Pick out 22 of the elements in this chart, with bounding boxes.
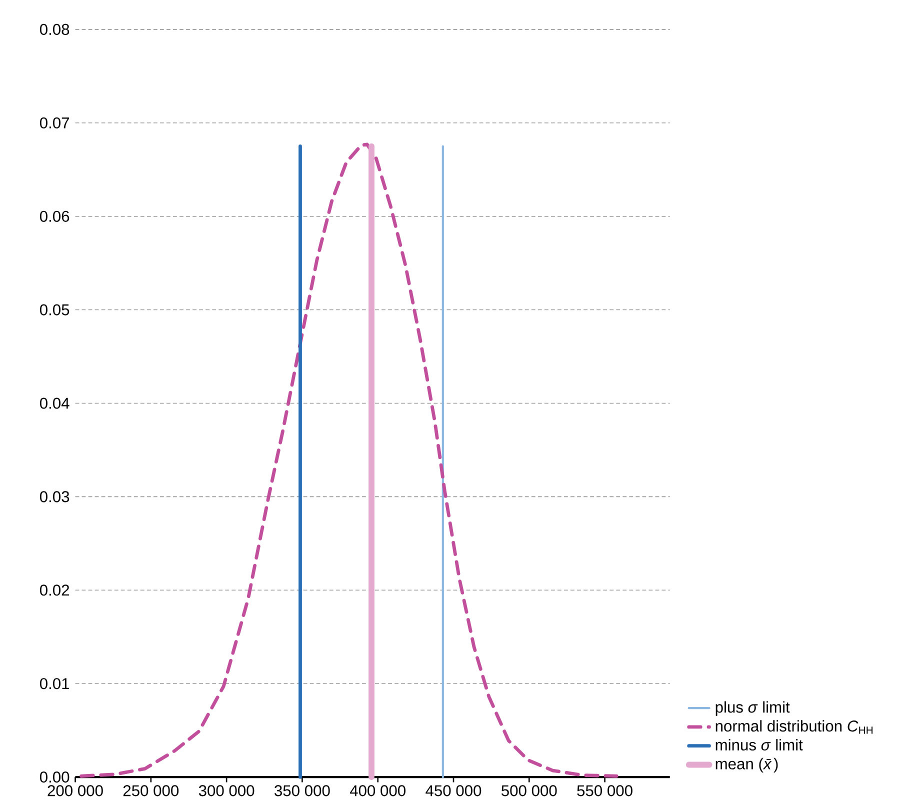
y-tick-label: 0.07 [40, 118, 70, 129]
legend-label: normal distribution C$_{HH}$ [716, 720, 873, 734]
x-tick-label: 300 000 [198, 785, 254, 796]
x-tick-label: 400 000 [350, 785, 406, 796]
y-tick-label: 0.01 [40, 678, 70, 690]
x-tick-label: 550 000 [577, 785, 632, 796]
y-tick-label: 0.06 [40, 211, 70, 222]
legend-label: minus σ limit [716, 739, 803, 751]
y-tick-label: 0.02 [40, 584, 70, 596]
x-tick-label: 450 000 [426, 785, 482, 796]
legend-label: mean (x̄) [716, 758, 778, 773]
y-tick-label: 0.03 [40, 491, 70, 502]
x-tick-label: 500 000 [502, 785, 557, 796]
x-tick-label: 200 000 [48, 785, 103, 796]
y-tick-label: 0.08 [40, 24, 70, 36]
x-tick-label: 350 000 [274, 785, 330, 796]
y-tick-label: 0.04 [40, 398, 70, 410]
y-tick-label: 0.05 [40, 304, 70, 316]
x-tick-label: 250 000 [123, 785, 179, 796]
y-tick-label: 0.00 [40, 772, 70, 783]
legend-label: plus σ limit [716, 701, 790, 716]
line-series [80, 142, 618, 778]
